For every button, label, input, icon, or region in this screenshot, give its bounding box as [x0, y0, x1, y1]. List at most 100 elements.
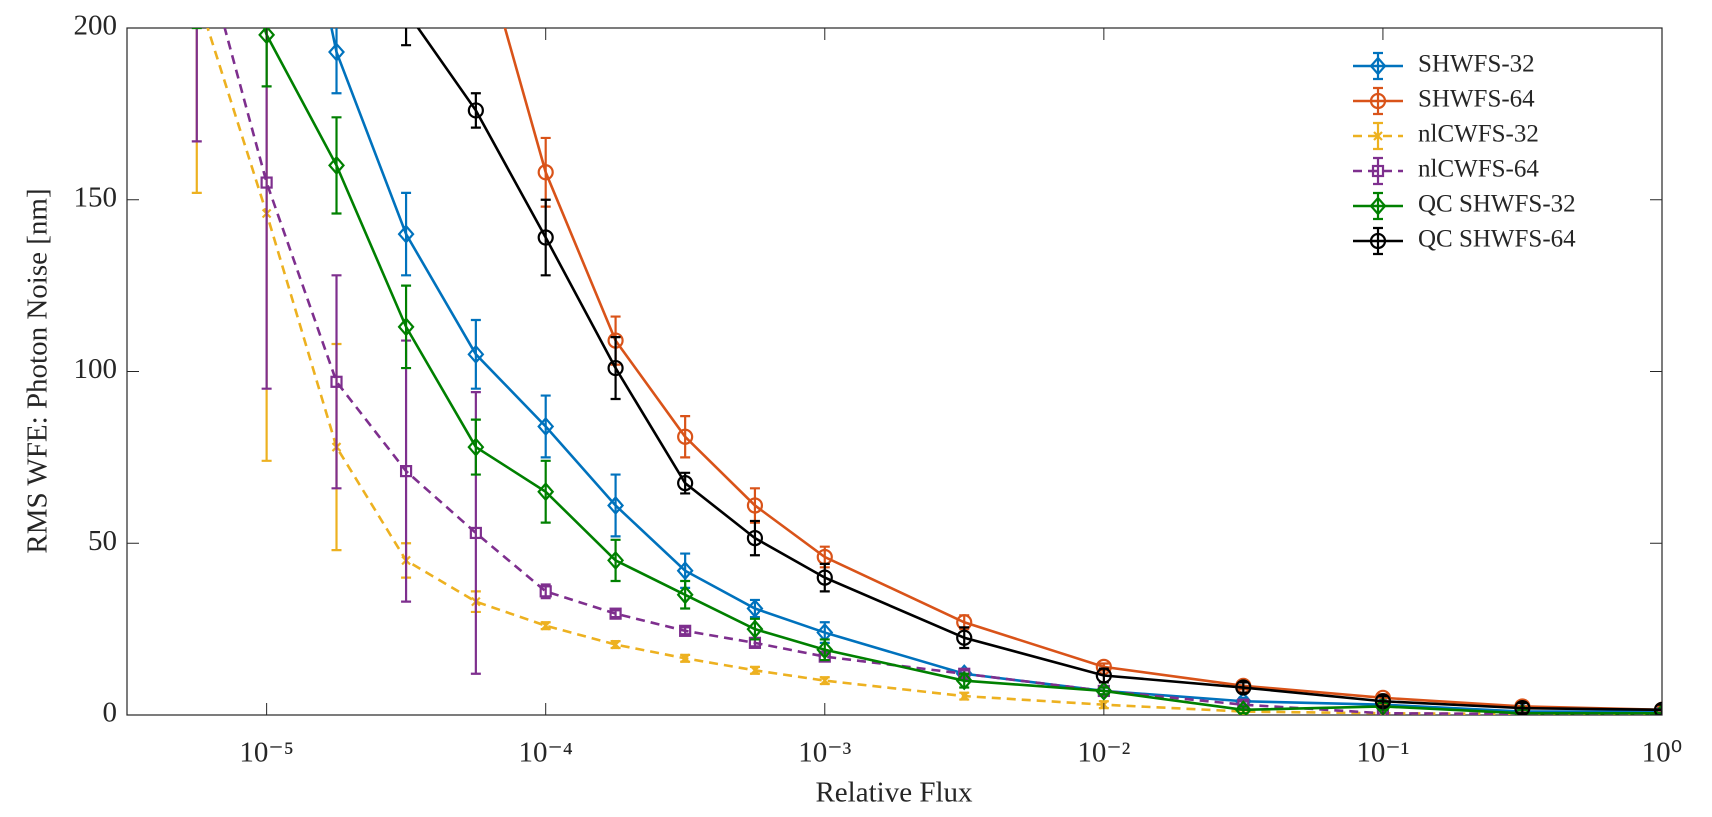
- marker: [467, 102, 484, 119]
- marker: [746, 619, 764, 639]
- marker: [816, 640, 834, 660]
- error-bar: [331, 28, 342, 95]
- marker: [679, 624, 692, 637]
- marker: [956, 629, 973, 646]
- y-tick-label: 150: [74, 181, 118, 213]
- x-tick-label: 10⁻¹: [1356, 737, 1409, 769]
- series-line: [263, 28, 1662, 715]
- series-line: [503, 28, 1662, 712]
- marker: [746, 598, 764, 619]
- marker: [537, 164, 554, 181]
- error-bar: [540, 394, 551, 459]
- x-tick-label: 10⁻³: [798, 737, 851, 769]
- error-bar: [470, 418, 481, 476]
- legend-box: [1342, 43, 1624, 277]
- legend-label: nlCWFS-32: [1418, 121, 1539, 148]
- series-line: [206, 28, 1662, 715]
- marker: [397, 224, 415, 244]
- x-tick-label: 10⁻⁴: [518, 737, 572, 769]
- marker: [328, 155, 345, 176]
- marker: [260, 176, 273, 189]
- error-bar: [331, 274, 342, 490]
- marker: [609, 607, 622, 620]
- marker: [397, 317, 415, 337]
- marker: [607, 550, 625, 571]
- marker: [540, 620, 551, 631]
- marker: [750, 665, 760, 676]
- marker: [955, 670, 973, 691]
- y-tick-label: 200: [74, 10, 118, 42]
- marker: [607, 495, 625, 516]
- error-bar: [749, 519, 760, 557]
- legend-marker: [1369, 232, 1387, 250]
- legend: SHWFS-32 SHWFS-64 nlCWFS-32 nlCWFS-64 QC SHW…: [1342, 43, 1624, 277]
- error-bar: [680, 626, 691, 636]
- marker: [469, 526, 482, 540]
- y-tick-label: 0: [103, 697, 118, 729]
- marker: [959, 691, 970, 701]
- y-axis-label: RMS WFE: Photon Noise [nm]: [22, 188, 54, 553]
- legend-marker: [1369, 56, 1387, 76]
- legend-label: SHWFS-64: [1418, 86, 1535, 113]
- marker: [328, 42, 345, 62]
- error-bar: [610, 538, 621, 583]
- marker: [1095, 667, 1112, 684]
- error-bar: [540, 198, 551, 277]
- x-tick-label: 10⁻²: [1077, 737, 1130, 769]
- marker: [819, 675, 830, 686]
- marker: [258, 28, 276, 45]
- marker: [680, 653, 690, 664]
- legend-marker: [1373, 131, 1383, 141]
- y-tick-label: 100: [74, 353, 118, 385]
- legend-label: nlCWFS-64: [1418, 156, 1539, 183]
- error-bar: [401, 28, 412, 47]
- marker: [1513, 703, 1531, 715]
- error-bar: [191, 28, 202, 30]
- marker: [746, 529, 764, 547]
- marker: [537, 416, 555, 437]
- marker: [607, 359, 624, 377]
- error-bar: [610, 609, 621, 619]
- legend-errorbar: [1373, 226, 1383, 256]
- marker: [816, 569, 833, 586]
- error-bar: [610, 473, 621, 538]
- marker: [330, 375, 343, 388]
- marker: [1657, 709, 1662, 715]
- legend-marker: [1371, 164, 1385, 178]
- marker: [746, 497, 764, 514]
- marker: [537, 482, 555, 502]
- x-axis-label: Relative Flux: [815, 777, 973, 809]
- error-bar: [331, 116, 342, 215]
- marker: [677, 475, 694, 492]
- marker: [467, 437, 485, 457]
- error-bar: [401, 191, 412, 277]
- marker: [1235, 679, 1252, 696]
- marker: [677, 428, 694, 445]
- x-tick-label: 10⁻⁵: [239, 737, 293, 769]
- marker: [1095, 681, 1113, 701]
- marker: [1514, 700, 1531, 715]
- error-bar: [191, 28, 202, 143]
- marker: [1653, 701, 1662, 715]
- y-tick-label: 50: [88, 525, 117, 557]
- error-bar: [819, 562, 830, 593]
- marker: [1234, 700, 1252, 715]
- error-bar: [470, 318, 481, 390]
- legend-marker: [1369, 196, 1387, 216]
- error-bar: [610, 336, 621, 401]
- marker: [399, 4, 413, 18]
- error-bar: [680, 415, 691, 459]
- legend-label: SHWFS-32: [1418, 51, 1535, 78]
- marker: [676, 585, 694, 605]
- marker: [610, 639, 621, 650]
- marker: [467, 344, 485, 364]
- legend-label: QC SHWFS-32: [1418, 191, 1576, 218]
- x-tick-label: 10⁰: [1642, 737, 1683, 769]
- marker: [539, 585, 552, 598]
- error-bar: [470, 92, 481, 129]
- legend-label: QC SHWFS-64: [1418, 226, 1576, 253]
- marker: [676, 561, 694, 581]
- legend-marker: [1369, 92, 1387, 110]
- marker: [399, 465, 413, 478]
